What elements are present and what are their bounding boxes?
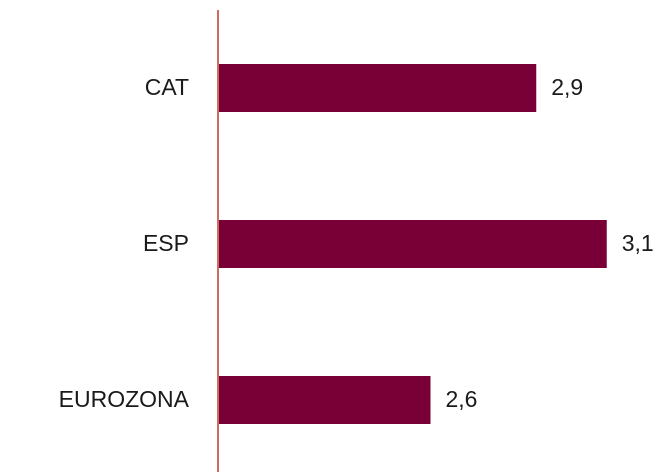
category-label: EUROZONA xyxy=(59,386,190,412)
value-label: 2,9 xyxy=(551,74,583,100)
category-label: CAT xyxy=(145,74,189,100)
bar xyxy=(219,376,431,424)
category-label: ESP xyxy=(143,230,189,256)
bar xyxy=(219,220,607,268)
value-label: 3,1 xyxy=(622,230,654,256)
value-label: 2,6 xyxy=(446,386,478,412)
bar xyxy=(219,64,537,112)
